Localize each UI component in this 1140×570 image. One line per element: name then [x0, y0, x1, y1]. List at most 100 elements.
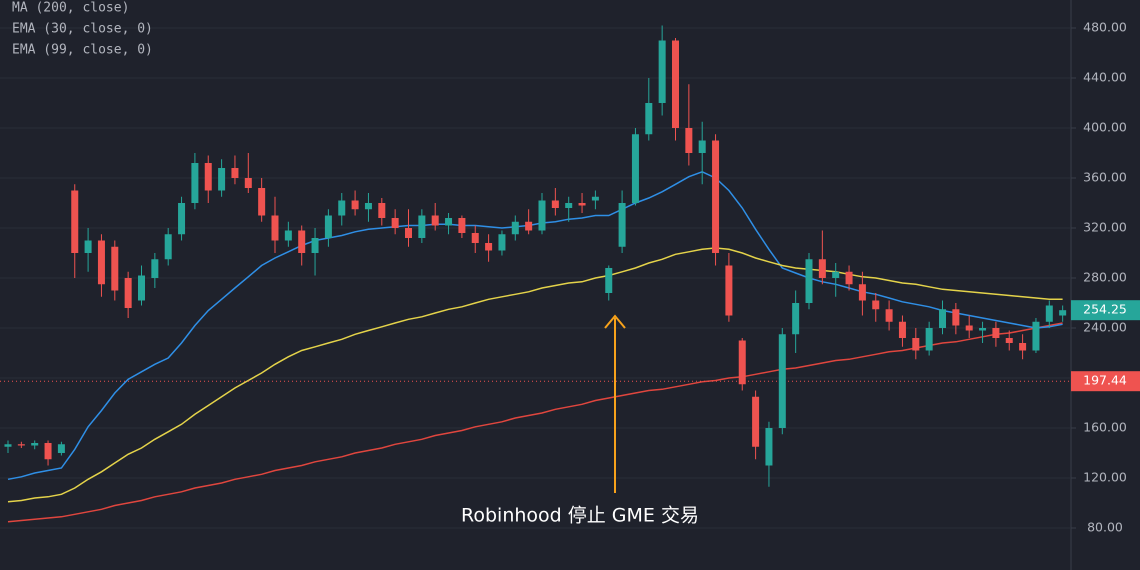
candle-body — [818, 259, 826, 278]
candle-body — [84, 240, 92, 253]
candle-body — [925, 328, 933, 351]
price-label-box — [1071, 371, 1140, 392]
candle-body — [17, 444, 25, 446]
candle-body — [418, 215, 426, 238]
annotation-arrowhead — [604, 314, 626, 329]
candle-body — [164, 234, 172, 260]
candle-body — [97, 240, 105, 285]
candle-body — [471, 233, 479, 243]
candle-body — [1059, 310, 1067, 316]
y-tick-label: 160.00 — [1083, 420, 1127, 435]
candle-body — [725, 265, 733, 316]
candle-body — [324, 215, 332, 238]
candle-body — [631, 134, 639, 203]
y-tick-label: 360.00 — [1083, 170, 1127, 185]
y-tick-label: 80.00 — [1087, 520, 1123, 535]
candle-body — [71, 190, 79, 253]
candle-body — [898, 321, 906, 338]
candle-body — [979, 328, 987, 331]
price-label: 254.25 — [1083, 302, 1127, 317]
candle-body — [1019, 343, 1027, 351]
candle-body — [351, 200, 359, 210]
candle-body — [885, 309, 893, 322]
legend: MA (200, close) EMA (30, close, 0) EMA (99… — [12, 1, 153, 58]
y-tick-label: 480.00 — [1083, 20, 1127, 35]
candle-body — [391, 218, 399, 228]
candle-body — [178, 203, 186, 235]
candle-body — [912, 338, 920, 351]
candle-body — [525, 221, 533, 231]
legend-label: MA (200, close) — [12, 1, 129, 16]
price-label-box — [1071, 300, 1140, 321]
candle-body — [431, 215, 439, 226]
candle-body — [244, 178, 252, 188]
candle-body — [231, 168, 239, 178]
candle-body — [605, 268, 613, 293]
candle-body — [672, 40, 679, 128]
candle-body — [1045, 305, 1053, 322]
indicator-lines — [0, 170, 1070, 523]
candle-body — [485, 243, 493, 251]
candle-body — [618, 203, 626, 247]
candle-body — [1032, 321, 1040, 351]
candle-body — [939, 309, 946, 328]
candle-body — [31, 443, 39, 446]
candle-body — [445, 218, 453, 226]
candle-body — [138, 275, 145, 301]
candle-body — [218, 168, 226, 191]
candle-body — [845, 271, 853, 285]
candle-body — [204, 163, 212, 191]
candle-body — [44, 443, 52, 460]
candle-body — [778, 334, 786, 428]
y-tick-label: 280.00 — [1083, 270, 1127, 285]
candle-body — [1005, 338, 1013, 343]
price-label: 197.44 — [1083, 373, 1127, 388]
candle-body — [645, 103, 653, 135]
candle-body — [284, 230, 292, 241]
candle-body — [658, 40, 666, 103]
candle-body — [338, 200, 346, 216]
candle-body — [111, 246, 119, 291]
candle-body — [57, 444, 65, 453]
candle-body — [458, 218, 466, 233]
candle-body — [858, 284, 866, 301]
candle-body — [271, 215, 279, 241]
candle-body — [591, 196, 599, 201]
candle-body — [151, 259, 159, 278]
candle-body — [498, 234, 506, 251]
candle-body — [311, 238, 319, 253]
candle-body — [685, 128, 693, 153]
candle-body — [191, 163, 199, 203]
candle-body — [698, 140, 706, 153]
legend-label: EMA (99, close, 0) — [12, 43, 153, 58]
candle-body — [405, 228, 412, 238]
candle-body — [364, 203, 372, 210]
indicator-line — [7, 322, 1063, 523]
candle-body — [712, 140, 720, 253]
candle-body — [298, 230, 306, 253]
y-tick-label: 240.00 — [1083, 320, 1127, 335]
y-tick-label: 320.00 — [1083, 220, 1127, 235]
price-axis: 80.00120.00160.00200.00240.00280.00320.0… — [1071, 20, 1140, 535]
legend-label: EMA (30, close, 0) — [12, 22, 153, 37]
candle-body — [4, 444, 12, 447]
candle-body — [952, 309, 960, 326]
y-tick-label: 440.00 — [1083, 70, 1127, 85]
indicator-line — [7, 170, 1063, 481]
y-tick-label: 120.00 — [1083, 470, 1127, 485]
candle-body — [965, 325, 973, 331]
candle-body — [738, 340, 746, 385]
indicator-line — [7, 247, 1063, 503]
candle-body — [752, 396, 760, 447]
candle-body — [792, 303, 800, 335]
candle-body — [832, 271, 840, 278]
candle-body — [538, 200, 546, 231]
annotation: Robinhood 停止 GME 交易 — [461, 505, 699, 527]
candle-body — [378, 203, 386, 218]
candle-body — [992, 328, 1000, 338]
candle-body — [765, 428, 773, 466]
candle-body — [872, 300, 880, 310]
candle-body — [805, 259, 813, 303]
